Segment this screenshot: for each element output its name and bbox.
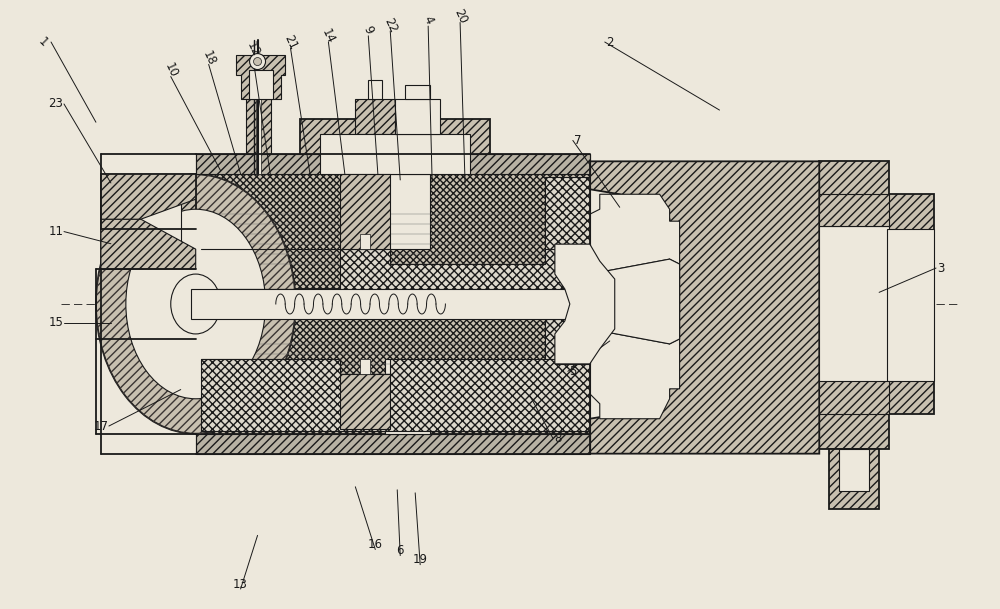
- Text: 14: 14: [319, 26, 337, 46]
- Text: 16: 16: [368, 538, 383, 551]
- Polygon shape: [590, 161, 819, 454]
- Polygon shape: [196, 434, 590, 454]
- Ellipse shape: [171, 274, 221, 334]
- Polygon shape: [320, 135, 470, 174]
- Polygon shape: [196, 319, 590, 434]
- Polygon shape: [340, 174, 390, 249]
- Polygon shape: [829, 449, 879, 509]
- Text: 1: 1: [36, 35, 50, 49]
- Polygon shape: [360, 234, 370, 249]
- Text: 13: 13: [233, 577, 248, 591]
- Circle shape: [254, 58, 262, 66]
- Circle shape: [250, 54, 266, 69]
- Polygon shape: [385, 359, 430, 434]
- Text: 22: 22: [381, 15, 399, 35]
- Polygon shape: [249, 69, 273, 99]
- Polygon shape: [201, 319, 590, 431]
- Text: 17: 17: [93, 420, 108, 432]
- Text: 5: 5: [569, 365, 577, 378]
- Text: 9: 9: [361, 24, 376, 36]
- Text: 2: 2: [606, 35, 613, 49]
- Text: 10: 10: [162, 61, 180, 80]
- Polygon shape: [360, 359, 370, 374]
- Polygon shape: [101, 174, 196, 269]
- Polygon shape: [256, 90, 261, 174]
- Text: 18: 18: [200, 49, 218, 68]
- Polygon shape: [236, 55, 285, 99]
- Polygon shape: [355, 99, 395, 135]
- Polygon shape: [555, 244, 590, 274]
- Text: 12: 12: [244, 40, 262, 59]
- Polygon shape: [395, 99, 440, 135]
- Text: 20: 20: [451, 7, 469, 26]
- Text: 19: 19: [413, 553, 428, 566]
- Polygon shape: [196, 174, 590, 289]
- Text: 15: 15: [49, 316, 63, 329]
- Polygon shape: [555, 244, 615, 364]
- Polygon shape: [789, 161, 934, 449]
- Polygon shape: [196, 174, 256, 434]
- Polygon shape: [340, 374, 390, 429]
- Polygon shape: [819, 381, 889, 414]
- Text: 7: 7: [574, 134, 582, 147]
- Polygon shape: [839, 449, 869, 491]
- Polygon shape: [191, 289, 590, 319]
- Polygon shape: [246, 90, 271, 174]
- Polygon shape: [405, 85, 430, 99]
- Text: 3: 3: [937, 261, 945, 275]
- Polygon shape: [201, 177, 590, 289]
- Polygon shape: [300, 119, 490, 174]
- Ellipse shape: [96, 174, 295, 434]
- Polygon shape: [116, 189, 181, 254]
- Polygon shape: [368, 80, 382, 99]
- Polygon shape: [590, 259, 680, 344]
- Polygon shape: [819, 194, 889, 226]
- Polygon shape: [101, 219, 196, 269]
- Text: 23: 23: [49, 97, 63, 110]
- Text: 21: 21: [281, 32, 300, 52]
- Text: 11: 11: [49, 225, 64, 238]
- Polygon shape: [385, 174, 430, 249]
- Text: 8: 8: [554, 432, 562, 445]
- Polygon shape: [196, 154, 590, 174]
- Polygon shape: [395, 359, 420, 424]
- Text: 6: 6: [396, 544, 404, 557]
- Polygon shape: [555, 334, 590, 364]
- Ellipse shape: [126, 209, 266, 399]
- Polygon shape: [819, 226, 889, 384]
- Polygon shape: [101, 174, 196, 219]
- Polygon shape: [585, 194, 680, 419]
- Text: 4: 4: [421, 14, 436, 26]
- Polygon shape: [887, 229, 934, 381]
